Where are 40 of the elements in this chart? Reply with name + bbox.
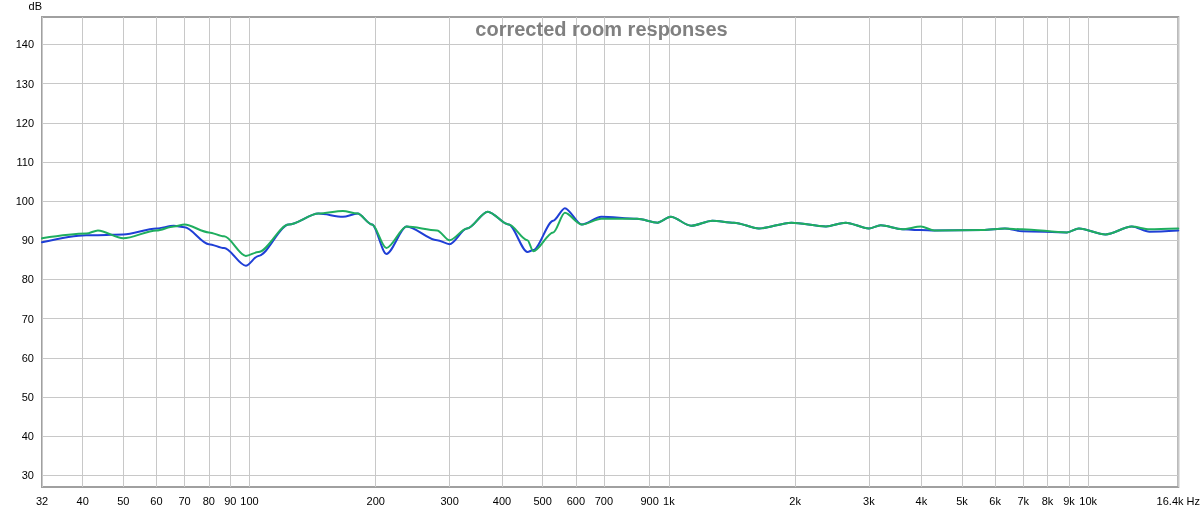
y-tick-label: 130 (15, 77, 34, 90)
y-tick-label: 90 (21, 234, 34, 247)
y-axis-title: dB (28, 0, 42, 12)
x-tick-label: 2k (789, 494, 802, 507)
x-tick-label: 90 (224, 494, 237, 507)
x-tick-label: 1k (663, 494, 676, 507)
y-tick-label: 140 (15, 38, 34, 51)
x-tick-label: 6k (989, 494, 1002, 507)
y-tick-label: 70 (21, 312, 34, 325)
x-tick-label: 8k (1041, 494, 1054, 507)
y-tick-label: 100 (15, 195, 34, 208)
x-tick-label: 300 (440, 494, 459, 507)
x-tick-label: 200 (366, 494, 385, 507)
y-tick-label: 50 (21, 390, 34, 403)
x-tick-label: 70 (178, 494, 191, 507)
x-tick-label: 3k (863, 494, 876, 507)
y-tick-label: 30 (21, 469, 34, 482)
y-tick-label: 40 (21, 430, 34, 443)
x-tick-label: 400 (492, 494, 512, 507)
x-tick-label: 7k (1017, 494, 1030, 507)
x-tick-label: 500 (533, 494, 552, 507)
chart-title: corrected room responses (475, 18, 728, 40)
x-tick-label: 16.4k Hz (1156, 494, 1201, 507)
x-tick-label: 700 (594, 494, 614, 507)
x-tick-label: 4k (915, 494, 928, 507)
y-tick-label: 120 (15, 116, 34, 129)
x-tick-label: 600 (566, 494, 586, 507)
x-tick-label: 60 (150, 494, 163, 507)
x-tick-label: 10k (1079, 494, 1098, 507)
x-tick-label: 40 (76, 494, 89, 507)
x-tick-label: 80 (202, 494, 215, 507)
x-tick-label: 900 (640, 494, 659, 507)
y-tick-label: 60 (21, 351, 34, 364)
y-tick-label: 110 (16, 155, 34, 168)
x-tick-label: 32 (35, 494, 49, 507)
x-tick-label: 5k (956, 494, 969, 507)
y-tick-label: 80 (21, 273, 34, 286)
x-tick-label: 50 (117, 494, 130, 507)
x-tick-label: 9k (1063, 494, 1076, 507)
x-tick-label: 100 (240, 494, 259, 507)
